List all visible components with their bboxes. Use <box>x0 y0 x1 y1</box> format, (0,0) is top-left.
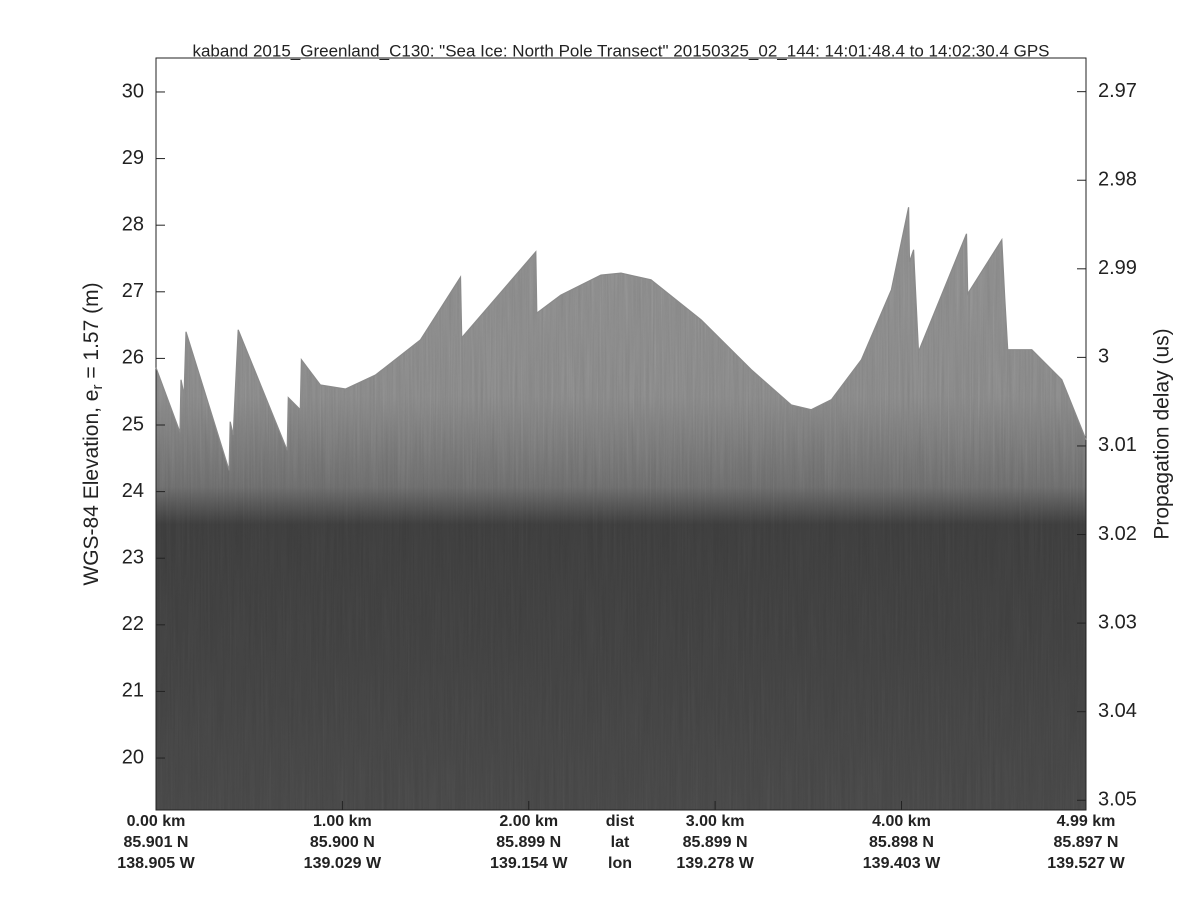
y-tick-label: 27 <box>122 280 144 302</box>
x-row-label: lon <box>608 855 632 872</box>
x-tick-lat: 85.899 N <box>496 834 561 851</box>
y-label-text: WGS-84 Elevation, e <box>80 390 103 586</box>
chart-title: kaband 2015_Greenland_C130: "Sea Ice: No… <box>192 41 1049 60</box>
x-tick-label: 0.00 km <box>127 813 186 830</box>
y2-tick-label: 3.04 <box>1098 700 1137 722</box>
x-tick-label: 2.00 km <box>499 813 558 830</box>
x-tick-lon: 139.278 W <box>676 855 754 872</box>
y2-tick-label: 2.99 <box>1098 257 1137 279</box>
y2-tick-label: 2.98 <box>1098 169 1137 191</box>
y-tick-label: 23 <box>122 547 144 569</box>
x-tick-lat: 85.900 N <box>310 834 375 851</box>
y-label-suffix: = 1.57 (m) <box>80 282 103 384</box>
y2-axis-label: Propagation delay (us) <box>1151 328 1174 539</box>
y-tick-label: 30 <box>122 80 144 102</box>
x-tick-lon: 139.403 W <box>863 855 941 872</box>
y-tick-label: 26 <box>122 347 144 369</box>
y-tick-label: 29 <box>122 147 144 169</box>
x-row-label: dist <box>606 813 635 830</box>
y-tick-label: 20 <box>122 746 144 768</box>
x-tick-label: 4.99 km <box>1057 813 1116 830</box>
y-tick-label: 22 <box>122 613 144 635</box>
y2-tick-label: 2.97 <box>1098 80 1137 102</box>
x-tick-label: 1.00 km <box>313 813 372 830</box>
y2-tick-label: 3.05 <box>1098 789 1137 811</box>
x-tick-lat: 85.898 N <box>869 834 934 851</box>
y-tick-label: 21 <box>122 680 144 702</box>
echogram-image <box>156 207 1086 810</box>
x-row-label: lat <box>611 834 630 851</box>
y-axis-label: WGS-84 Elevation, er = 1.57 (m) <box>80 282 106 585</box>
y2-tick-label: 3.02 <box>1098 523 1137 545</box>
x-tick-label: 3.00 km <box>686 813 745 830</box>
y-label-subscript: r <box>89 385 106 390</box>
y2-tick-label: 3 <box>1098 346 1109 368</box>
y2-tick-label: 3.03 <box>1098 611 1137 633</box>
x-tick-lon: 139.029 W <box>304 855 382 872</box>
x-tick-label: 4.00 km <box>872 813 931 830</box>
surface-line <box>155 207 1087 471</box>
x-tick-lon: 138.905 W <box>117 855 195 872</box>
y2-tick-label: 3.01 <box>1098 434 1137 456</box>
y-tick-label: 28 <box>122 213 144 235</box>
x-tick-lat: 85.897 N <box>1054 834 1119 851</box>
y-tick-label: 24 <box>122 480 144 502</box>
x-tick-lat: 85.901 N <box>124 834 189 851</box>
x-tick-lon: 139.527 W <box>1047 855 1125 872</box>
x-tick-lon: 139.154 W <box>490 855 568 872</box>
x-tick-lat: 85.899 N <box>683 834 748 851</box>
plot-frame <box>155 57 1087 811</box>
echo-texture <box>156 207 1086 810</box>
y-tick-label: 25 <box>122 413 144 435</box>
